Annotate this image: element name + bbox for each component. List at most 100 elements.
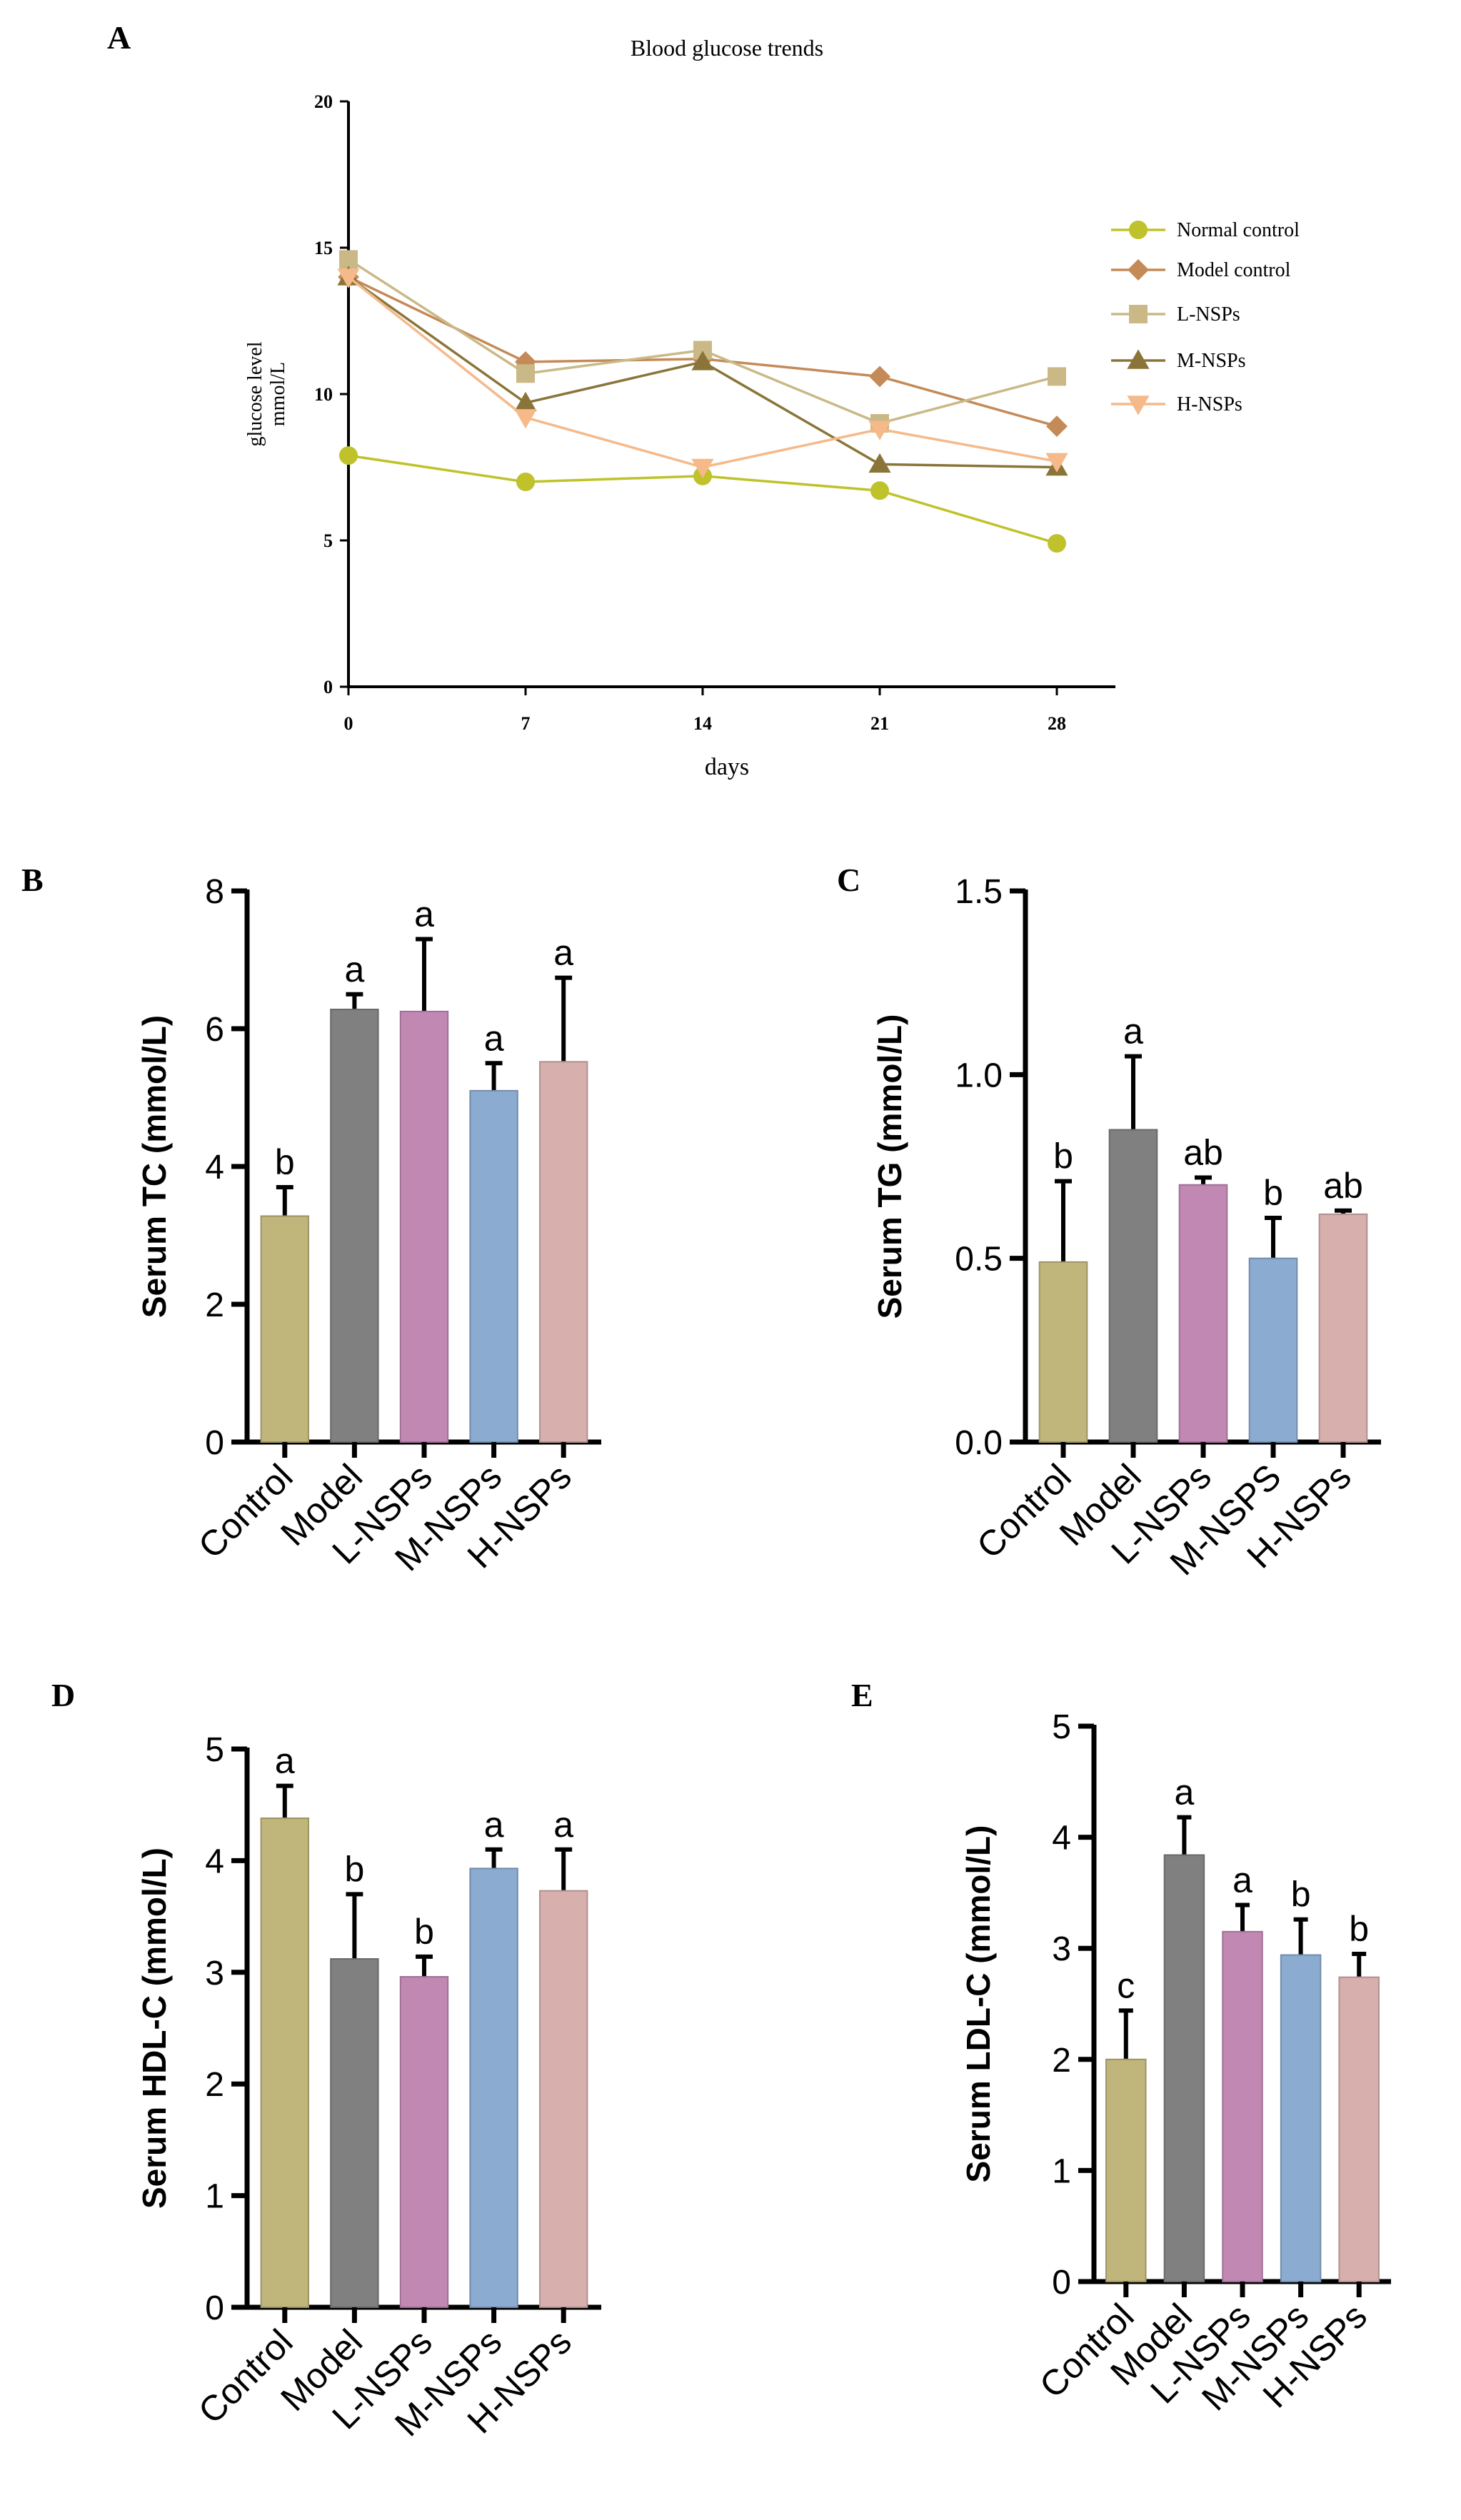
y-tick-label: 0.0 (955, 1424, 1003, 1462)
significance-label: b (1349, 1909, 1369, 1949)
y-tick-label: 1 (205, 2178, 224, 2216)
panel-c-bar-chart: C 0.0 0.5 1.0 1.5 Serum TG (mmol/L) b Control a… (837, 862, 1381, 1583)
panel-a-title: Blood glucose trends (631, 35, 823, 61)
y-tick-label: 5 (205, 1731, 224, 1769)
y-tick-label: 5 (1052, 1708, 1071, 1746)
panel-a-data-point (1048, 534, 1066, 553)
significance-label: a (344, 949, 364, 989)
bar (1108, 1129, 1158, 1443)
panel-a-legend-label: H-NSPs (1177, 393, 1242, 415)
y-tick-label: 2 (205, 2066, 224, 2104)
bar (539, 1890, 588, 2308)
panel-b-letter: B (21, 862, 44, 898)
y-tick-label: 4 (205, 1149, 224, 1186)
panel-a-data-point (1046, 415, 1068, 438)
y-tick-label: 0 (205, 1424, 224, 1462)
panel-a-data-point (870, 481, 889, 500)
panel-a-data-point (339, 446, 358, 465)
panel-a-series-l-nsps (339, 250, 1066, 433)
panel-a-data-point (514, 391, 537, 411)
y-tick-label: 4 (205, 1843, 224, 1880)
y-tick-label: 2 (1052, 2042, 1071, 2080)
y-axis-label: Serum TC (mmol/L) (136, 1015, 173, 1318)
panel-a-data-point (868, 453, 891, 473)
panel-a-legend-marker (1127, 395, 1150, 415)
panel-a-series-line (347, 276, 1058, 469)
bar (330, 1958, 379, 2308)
panel-a-legend-marker (1128, 259, 1149, 281)
y-tick-label: 6 (205, 1011, 224, 1049)
significance-label: a (484, 1018, 504, 1058)
significance-label: a (1232, 1860, 1252, 1900)
panel-a-legend-label: Model control (1177, 259, 1291, 281)
significance-label: b (1263, 1173, 1283, 1213)
significance-label: b (344, 1849, 364, 1889)
panel-a-x-tick-label: 14 (693, 713, 712, 734)
significance-label: a (414, 894, 434, 934)
y-axis-label: Serum LDL-C (mmol/L) (960, 1825, 997, 2183)
panel-a-data-point (691, 458, 714, 479)
y-tick-label: 0 (205, 2289, 224, 2327)
y-tick-label: 8 (205, 873, 224, 911)
significance-label: b (275, 1142, 295, 1182)
significance-label: a (1174, 1773, 1194, 1813)
bar (260, 1817, 309, 2308)
significance-label: a (553, 1805, 573, 1845)
y-tick-label: 4 (1052, 1820, 1071, 1858)
significance-label: a (553, 933, 573, 973)
y-axis-label: Serum TG (mmol/L) (871, 1014, 908, 1319)
panel-a-legend-label: L-NSPs (1177, 303, 1240, 326)
panel-a-legend-marker (1129, 221, 1148, 239)
panel-a-x-axis-label: days (705, 754, 749, 780)
panel-a-y-tick-label: 0 (323, 677, 333, 697)
x-tick-label: Control (191, 1456, 301, 1566)
significance-label: c (1117, 1965, 1135, 2005)
bar (260, 1215, 309, 1443)
bar (469, 1089, 518, 1443)
bar (1338, 1976, 1380, 2282)
panel-a-y-tick-label: 10 (314, 384, 333, 405)
panel-c-letter: C (837, 862, 860, 898)
bar (1163, 1854, 1205, 2283)
panel-a-legend-label: M-NSPs (1177, 350, 1245, 372)
panel-a-legend-marker (1127, 349, 1150, 369)
y-tick-label: 1.0 (955, 1057, 1003, 1094)
panel-a-y-axis-label-line2: mmol/L (267, 362, 289, 426)
panel-a-line-chart: A Blood glucose trends 0 5 10 15 20 0 7 14 21 28… (107, 19, 1300, 780)
panel-a-legend: Normal control Model control L-NSPs M-NSPs… (1111, 219, 1300, 415)
panel-a-legend-label: Normal control (1177, 219, 1300, 241)
panel-a-data-point (516, 364, 535, 383)
panel-a-y-tick-label: 5 (323, 530, 333, 551)
panel-a-y-axis-label-line1: glucose level (244, 341, 266, 446)
panel-a-data-point (869, 366, 890, 388)
significance-label: ab (1323, 1166, 1363, 1206)
y-tick-label: 3 (1052, 1930, 1071, 1968)
panel-d-letter: D (51, 1677, 75, 1713)
panel-a-letter: A (107, 19, 131, 56)
panel-a-data-point (691, 351, 714, 371)
panel-a-y-tick-label: 15 (314, 238, 333, 258)
significance-label: a (1123, 1012, 1143, 1052)
bar (399, 1976, 449, 2308)
panel-a-x-tick-label: 7 (521, 713, 531, 734)
significance-label: a (275, 1741, 295, 1781)
panel-a-data-point (516, 473, 535, 491)
significance-label: b (1291, 1875, 1311, 1915)
panel-a-legend-marker (1129, 305, 1148, 323)
bar (330, 1008, 379, 1443)
panel-a-x-tick-label: 0 (344, 713, 353, 734)
significance-label: ab (1183, 1132, 1223, 1172)
bar (469, 1868, 518, 2308)
x-tick-label: Control (969, 1456, 1079, 1566)
y-tick-label: 3 (205, 1955, 224, 1992)
panel-a-data-point (1045, 453, 1068, 473)
bar (1280, 1954, 1322, 2282)
panel-a-x-tick-label: 21 (870, 713, 889, 734)
panel-a-data-point (339, 250, 358, 269)
significance-label: b (1053, 1136, 1073, 1176)
bar (539, 1061, 588, 1443)
